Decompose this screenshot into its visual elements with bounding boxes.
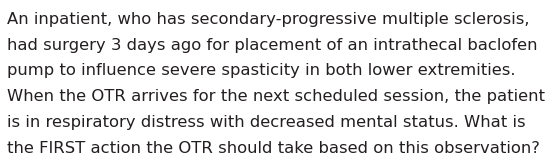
Text: An inpatient, who has secondary-progressive multiple sclerosis,: An inpatient, who has secondary-progress… (7, 12, 530, 27)
Text: When the OTR arrives for the next scheduled session, the patient: When the OTR arrives for the next schedu… (7, 89, 545, 104)
Text: the FIRST action the OTR should take based on this observation?: the FIRST action the OTR should take bas… (7, 141, 540, 156)
Text: pump to influence severe spasticity in both lower extremities.: pump to influence severe spasticity in b… (7, 63, 516, 78)
Text: had surgery 3 days ago for placement of an intrathecal baclofen: had surgery 3 days ago for placement of … (7, 38, 538, 53)
Text: is in respiratory distress with decreased mental status. What is: is in respiratory distress with decrease… (7, 115, 526, 130)
